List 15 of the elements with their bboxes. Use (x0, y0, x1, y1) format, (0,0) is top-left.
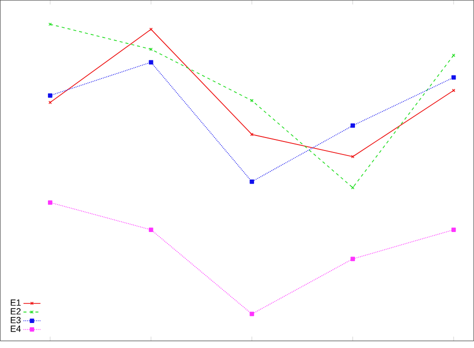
legend-label: E4 (10, 326, 21, 332)
point (451, 75, 456, 80)
legend-label: E3 (10, 317, 21, 324)
point (48, 200, 52, 205)
point (250, 312, 254, 316)
point (148, 228, 154, 232)
point (250, 180, 254, 184)
point (451, 228, 456, 232)
point (148, 60, 154, 65)
legend-label: E1 (10, 300, 21, 306)
point (350, 256, 355, 262)
point (350, 124, 355, 128)
point (48, 93, 52, 98)
point (250, 99, 254, 102)
legend-label: E2 (10, 308, 21, 315)
